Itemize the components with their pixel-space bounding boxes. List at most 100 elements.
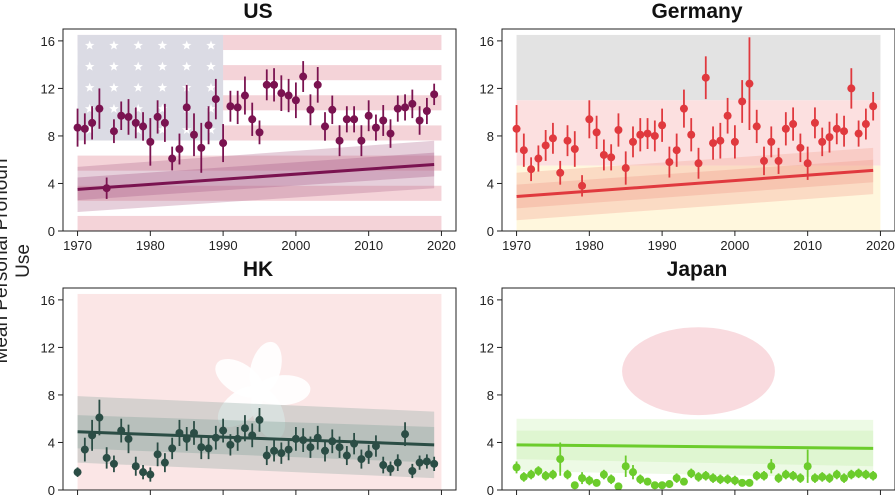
data-point bbox=[371, 442, 380, 451]
data-point bbox=[665, 158, 674, 167]
data-point bbox=[694, 472, 703, 481]
data-point bbox=[422, 457, 431, 466]
x-tick-label: 1990 bbox=[209, 497, 238, 500]
flag-star-icon bbox=[157, 61, 168, 71]
data-point bbox=[781, 470, 790, 479]
data-point bbox=[716, 475, 725, 484]
data-point bbox=[818, 472, 827, 481]
data-point bbox=[88, 431, 97, 440]
flag-star-icon bbox=[133, 103, 143, 113]
data-point bbox=[869, 471, 878, 480]
data-point bbox=[248, 115, 257, 124]
data-point bbox=[599, 470, 608, 479]
data-point bbox=[679, 104, 688, 113]
data-point bbox=[796, 143, 805, 152]
data-point bbox=[774, 474, 783, 483]
data-point bbox=[95, 413, 104, 422]
data-point bbox=[335, 443, 344, 452]
trend-line bbox=[77, 162, 435, 191]
x-tick-label: 1990 bbox=[209, 238, 238, 253]
data-point bbox=[197, 143, 206, 152]
data-point bbox=[262, 80, 271, 89]
y-tick-label: 4 bbox=[487, 435, 494, 450]
data-point bbox=[847, 84, 856, 93]
data-point bbox=[563, 470, 572, 479]
y-tick-label: 12 bbox=[41, 340, 55, 355]
plot-frame bbox=[62, 287, 457, 491]
data-point bbox=[723, 475, 732, 484]
confidence-band-inner bbox=[516, 430, 874, 467]
data-point bbox=[548, 470, 557, 479]
flag-star-icon bbox=[206, 40, 216, 50]
data-point bbox=[767, 462, 776, 471]
data-point bbox=[277, 89, 286, 98]
flag-star-icon bbox=[84, 82, 95, 92]
data-point bbox=[548, 134, 557, 143]
data-point bbox=[182, 434, 191, 443]
data-point bbox=[614, 482, 623, 491]
trend-line bbox=[516, 168, 874, 199]
data-point bbox=[204, 121, 213, 130]
data-point bbox=[88, 118, 97, 127]
data-point bbox=[386, 129, 395, 138]
data-point bbox=[168, 154, 177, 163]
x-tick-label: 2010 bbox=[793, 238, 822, 253]
data-point bbox=[197, 443, 206, 452]
data-point bbox=[408, 99, 417, 108]
data-point bbox=[393, 104, 402, 113]
data-point bbox=[738, 97, 747, 106]
data-point bbox=[599, 150, 608, 159]
data-point bbox=[190, 428, 198, 437]
y-tick-label: 8 bbox=[487, 129, 494, 144]
data-point bbox=[357, 136, 366, 145]
data-point bbox=[211, 433, 220, 442]
data-point bbox=[73, 468, 82, 477]
data-point bbox=[832, 470, 841, 479]
data-point bbox=[371, 123, 380, 132]
data-point bbox=[519, 472, 528, 481]
data-point bbox=[861, 470, 870, 479]
data-point bbox=[408, 466, 417, 475]
data-point bbox=[629, 468, 637, 477]
data-point bbox=[342, 115, 351, 124]
data-point bbox=[803, 159, 812, 168]
data-point bbox=[328, 105, 337, 114]
x-tick-label: 1980 bbox=[136, 238, 165, 253]
data-point bbox=[781, 124, 790, 133]
data-point bbox=[752, 122, 761, 131]
flag-star-icon bbox=[157, 82, 168, 92]
data-point bbox=[578, 181, 587, 190]
panel-title-us: US bbox=[243, 0, 273, 23]
flag-star-icon bbox=[133, 61, 143, 71]
data-point bbox=[810, 474, 819, 483]
y-tick-label: 16 bbox=[41, 293, 55, 308]
flag-star-icon bbox=[157, 124, 168, 134]
data-point bbox=[563, 136, 572, 145]
data-point bbox=[248, 431, 257, 440]
data-point bbox=[401, 103, 410, 112]
x-tick-label: 1980 bbox=[136, 497, 165, 500]
data-point bbox=[760, 156, 768, 165]
panel-title-japan: Japan bbox=[666, 258, 728, 281]
data-point bbox=[422, 106, 431, 115]
de-flag-backdrop bbox=[516, 34, 881, 231]
data-point bbox=[854, 469, 863, 478]
flag-star-icon bbox=[109, 61, 119, 71]
data-point bbox=[643, 129, 652, 138]
flag-star-icon bbox=[157, 103, 168, 113]
flag-star-icon bbox=[84, 103, 95, 113]
data-point bbox=[233, 103, 242, 112]
data-point bbox=[825, 474, 834, 483]
data-point bbox=[306, 443, 315, 452]
x-tick-label: 2000 bbox=[281, 238, 310, 253]
data-point bbox=[342, 451, 351, 460]
x-tick-label: 2020 bbox=[427, 238, 456, 253]
x-tick-label: 1970 bbox=[63, 238, 92, 253]
data-point bbox=[117, 111, 126, 120]
data-point bbox=[102, 453, 111, 462]
x-tick-label: 2020 bbox=[427, 497, 456, 500]
flag-star-icon bbox=[109, 40, 119, 50]
data-point bbox=[745, 478, 754, 487]
